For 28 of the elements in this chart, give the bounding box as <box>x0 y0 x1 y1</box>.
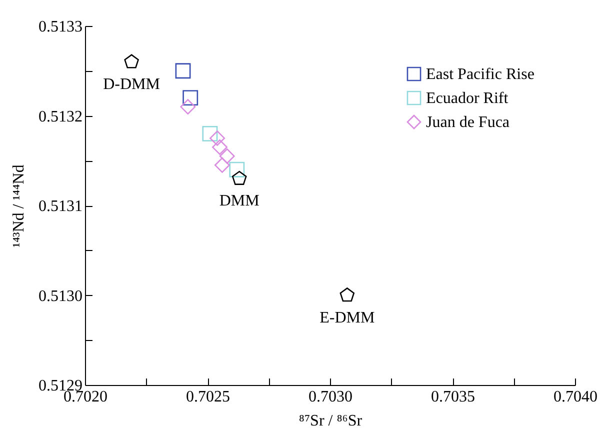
point <box>124 54 139 68</box>
point <box>229 162 245 178</box>
point <box>182 90 198 106</box>
point <box>210 130 226 146</box>
point <box>219 148 235 164</box>
legend-label: East Pacific Rise <box>426 66 534 83</box>
legend-label: Juan de Fuca <box>426 114 510 131</box>
x-tick-label: 0.7030 <box>308 388 352 406</box>
x-axis-title: ⁸⁷Sr / ⁸⁶Sr <box>298 412 363 429</box>
x-tick-label: 0.7025 <box>186 388 230 406</box>
annotation: DMM <box>219 192 260 210</box>
point <box>202 126 218 142</box>
y-tick-label: 0.5133 <box>38 18 82 36</box>
annotation: D-DMM <box>103 76 160 93</box>
y-tick-label: 0.5132 <box>38 108 82 126</box>
point <box>232 170 247 185</box>
point <box>214 157 230 173</box>
point <box>180 99 196 114</box>
y-axis-title: ¹⁴³Nd / ¹⁴⁴Nd <box>10 164 28 248</box>
point <box>175 63 191 79</box>
y-tick-label: 0.5131 <box>38 198 82 215</box>
x-tick-label: 0.7035 <box>431 388 475 406</box>
y-tick-label: 0.5130 <box>38 288 82 305</box>
point <box>212 139 228 155</box>
x-tick-label: 0.7040 <box>554 388 598 406</box>
annotation: E-DMM <box>320 309 375 326</box>
point <box>340 288 355 302</box>
legend-label: Ecuador Rift <box>426 90 509 107</box>
